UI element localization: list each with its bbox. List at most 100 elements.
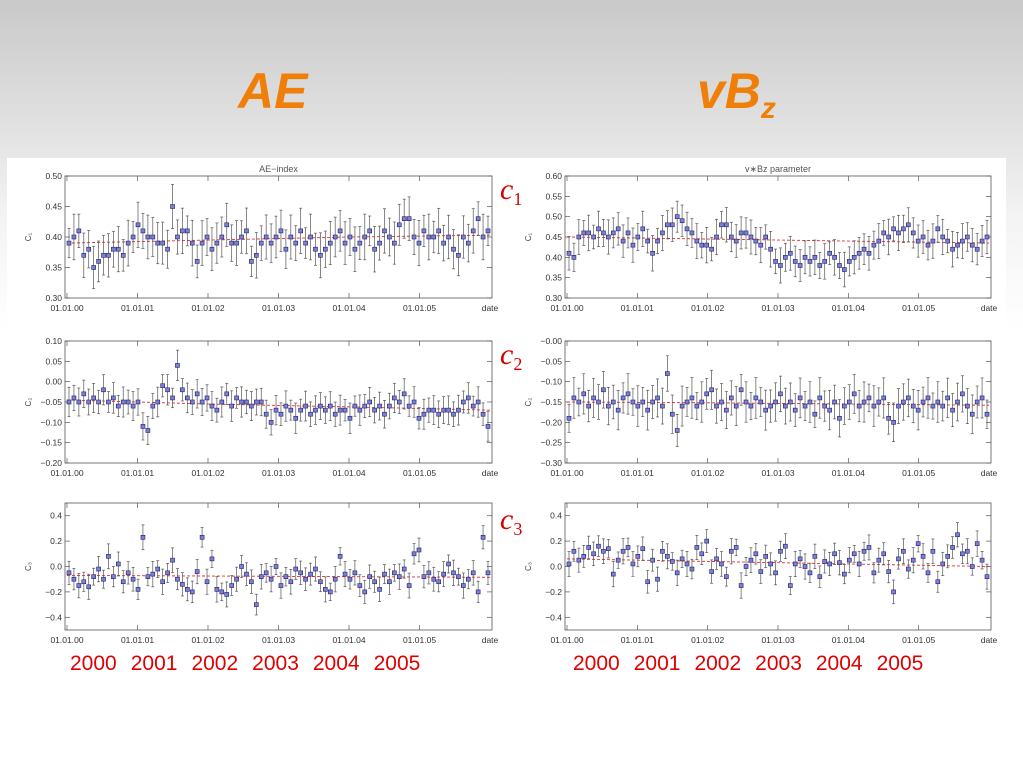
data-point bbox=[239, 234, 244, 240]
data-point bbox=[204, 579, 210, 585]
data-point bbox=[910, 403, 916, 409]
data-point bbox=[135, 399, 141, 405]
data-point bbox=[915, 407, 921, 413]
data-point bbox=[856, 403, 862, 409]
data-point bbox=[357, 583, 363, 588]
data-point bbox=[377, 587, 382, 592]
data-point bbox=[401, 216, 407, 221]
data-point bbox=[640, 399, 646, 405]
data-point bbox=[224, 222, 230, 228]
data-point bbox=[920, 399, 926, 405]
chart-title: v∗Bz parameter bbox=[745, 164, 811, 174]
x-tick-label: 01.01.05 bbox=[403, 468, 436, 478]
x-axis-label: date bbox=[482, 303, 499, 313]
data-point bbox=[81, 579, 87, 585]
data-point bbox=[699, 399, 705, 405]
data-point bbox=[910, 230, 916, 236]
data-point bbox=[847, 399, 852, 405]
data-point bbox=[787, 250, 793, 256]
data-point bbox=[758, 399, 764, 405]
y-axis-label: C₂ bbox=[24, 398, 33, 407]
data-point bbox=[258, 399, 264, 405]
data-point bbox=[945, 554, 950, 559]
data-point bbox=[620, 395, 626, 401]
data-point bbox=[950, 545, 955, 550]
data-point bbox=[91, 574, 96, 579]
data-point bbox=[571, 548, 577, 554]
year-label: 2003 bbox=[252, 652, 299, 675]
chart-title: AE−index bbox=[259, 164, 298, 174]
data-point bbox=[960, 238, 965, 244]
data-point bbox=[783, 543, 788, 549]
y-tick-label: 0.35 bbox=[45, 263, 62, 273]
data-point bbox=[743, 564, 749, 569]
data-point bbox=[866, 250, 872, 256]
data-point bbox=[372, 246, 377, 252]
row-label-c1-main: c bbox=[500, 173, 514, 206]
data-point bbox=[906, 566, 911, 572]
data-point bbox=[596, 226, 601, 232]
data-point bbox=[71, 395, 77, 401]
data-point bbox=[461, 583, 466, 588]
x-tick-label: 01.01.05 bbox=[902, 303, 935, 313]
data-point bbox=[969, 564, 975, 569]
column-title-vbz-sub: z bbox=[760, 92, 776, 125]
data-point bbox=[778, 391, 783, 397]
data-point bbox=[189, 589, 195, 595]
data-point bbox=[733, 545, 739, 550]
data-point bbox=[461, 399, 466, 405]
data-point bbox=[337, 407, 343, 413]
data-point bbox=[586, 545, 591, 550]
data-point bbox=[323, 407, 328, 413]
data-point bbox=[165, 246, 170, 252]
data-point bbox=[451, 246, 456, 252]
data-point bbox=[847, 259, 852, 264]
data-point bbox=[140, 424, 146, 429]
data-point bbox=[219, 589, 225, 595]
data-point bbox=[797, 556, 803, 562]
data-point bbox=[650, 399, 655, 405]
data-point bbox=[155, 399, 161, 405]
data-point bbox=[610, 399, 616, 405]
data-point bbox=[382, 411, 387, 417]
y-tick-label: −0.10 bbox=[540, 377, 562, 387]
data-point bbox=[822, 559, 828, 564]
data-point bbox=[979, 557, 985, 563]
data-point bbox=[470, 403, 476, 409]
x-tick-label: 01.01.00 bbox=[550, 303, 583, 313]
data-point bbox=[709, 569, 714, 574]
column-title-vbz-main: vB bbox=[697, 63, 761, 119]
data-point bbox=[130, 576, 136, 582]
data-point bbox=[837, 263, 842, 268]
data-point bbox=[728, 234, 734, 240]
data-point bbox=[768, 403, 773, 409]
column-title-ae: AE bbox=[238, 63, 308, 119]
year-labels-left: 2000 2001 2002 2003 2004 2005 bbox=[70, 652, 434, 676]
column-title-vbz: vBz bbox=[697, 62, 776, 126]
data-point bbox=[308, 571, 313, 577]
data-point bbox=[135, 222, 141, 228]
data-point bbox=[411, 234, 417, 240]
data-point bbox=[827, 407, 832, 413]
data-point bbox=[665, 222, 670, 228]
data-point bbox=[940, 403, 946, 409]
y-tick-label: 0.2 bbox=[550, 536, 562, 546]
data-point bbox=[239, 399, 244, 405]
data-point bbox=[881, 395, 887, 401]
data-point bbox=[576, 557, 582, 563]
data-point bbox=[431, 234, 437, 240]
x-tick-label: 01.01.00 bbox=[550, 635, 583, 645]
data-point bbox=[679, 403, 685, 409]
data-point bbox=[827, 561, 832, 567]
y-tick-label: −0.20 bbox=[540, 417, 562, 427]
data-point bbox=[674, 428, 680, 433]
y-tick-label: 0.50 bbox=[545, 212, 562, 222]
x-tick-label: 01.01.01 bbox=[621, 303, 654, 313]
data-point bbox=[866, 545, 872, 550]
data-point bbox=[802, 255, 808, 260]
data-point bbox=[704, 242, 709, 248]
data-point bbox=[165, 387, 170, 393]
y-tick-label: −0.20 bbox=[40, 458, 62, 468]
data-point bbox=[249, 579, 254, 585]
data-point bbox=[763, 554, 769, 559]
